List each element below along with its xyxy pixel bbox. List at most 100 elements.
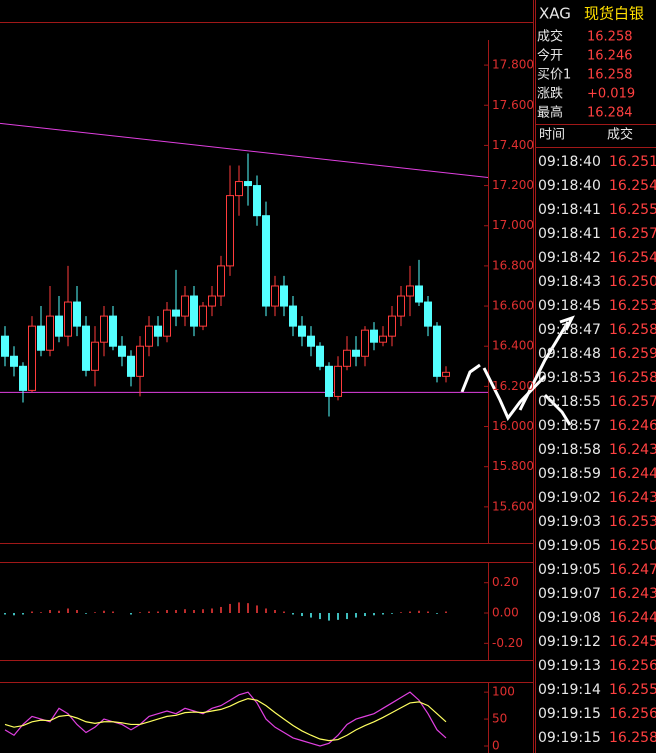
- candle-body: [343, 349, 351, 367]
- candle-body: [415, 285, 423, 303]
- quote-value: +0.019: [587, 87, 635, 102]
- quote-label: 今开: [537, 48, 563, 64]
- candle-body: [316, 345, 324, 367]
- trade-price: 16.256: [609, 658, 656, 674]
- trade-price: 16.251: [609, 154, 656, 170]
- candle-body: [370, 329, 378, 343]
- candle-body: [55, 315, 63, 337]
- trade-price: 16.259: [609, 346, 656, 362]
- y-tick-label: 0: [492, 739, 500, 753]
- trade-time: 09:19:07: [538, 586, 601, 602]
- candle-body: [64, 301, 72, 337]
- candle-body: [352, 349, 360, 357]
- quote-value: 16.246: [587, 49, 633, 64]
- trade-price: 16.258: [609, 370, 656, 386]
- y-tick-label: 50: [492, 712, 507, 726]
- trade-price: 16.243: [609, 490, 656, 506]
- trade-price: 16.250: [609, 274, 656, 290]
- candle-body: [253, 185, 261, 217]
- trade-time: 09:18:42: [538, 250, 601, 266]
- y-tick-label: 16.800: [492, 258, 534, 272]
- quote-label: 成交: [537, 29, 563, 45]
- quote-value: 16.284: [587, 106, 633, 121]
- candle-body: [433, 325, 441, 377]
- candle-body: [280, 285, 288, 307]
- trade-price: 16.243: [609, 586, 656, 602]
- trade-price: 16.253: [609, 514, 656, 530]
- arrows: [460, 315, 575, 426]
- y-tick-label: 16.200: [492, 379, 534, 393]
- trade-price: 16.250: [609, 538, 656, 554]
- candle-body: [127, 355, 135, 377]
- trade-time: 09:18:57: [538, 418, 601, 434]
- trade-time: 09:19:05: [538, 562, 601, 578]
- candle-body: [1, 335, 9, 357]
- trade-price: 16.247: [609, 562, 656, 578]
- candle-body: [37, 325, 45, 351]
- candle-body: [118, 345, 126, 357]
- trade-time: 09:18:41: [538, 226, 601, 242]
- trade-time: 09:18:43: [538, 274, 601, 290]
- candle-body: [298, 325, 306, 337]
- trade-price: 16.256: [609, 706, 656, 722]
- trade-time: 09:18:48: [538, 346, 601, 362]
- y-tick-label: 17.000: [492, 218, 534, 232]
- candle-body: [226, 195, 234, 267]
- candle-body: [154, 325, 162, 337]
- candle-body: [28, 325, 36, 391]
- trade-price: 16.255: [609, 682, 656, 698]
- y-tick-label: 0.00: [492, 606, 519, 620]
- candle-body: [262, 215, 270, 307]
- instrument-name: 现货白银: [584, 5, 644, 23]
- candle-body: [388, 315, 396, 337]
- candle-body: [46, 315, 54, 351]
- y-tick-label: 17.600: [492, 98, 534, 112]
- trade-price: 16.257: [609, 226, 656, 242]
- candle-body: [235, 181, 243, 197]
- trade-time: 09:18:55: [538, 394, 601, 410]
- candle-body: [19, 365, 27, 391]
- indicator-line: [4, 691, 447, 747]
- candle-body: [361, 329, 369, 357]
- trade-time: 09:19:02: [538, 490, 601, 506]
- trade-time: 09:18:45: [538, 298, 601, 314]
- trade-time: 09:19:15: [538, 730, 601, 746]
- reference-line: [0, 122, 489, 179]
- trade-time: 09:18:53: [538, 370, 601, 386]
- quote-value: 16.258: [587, 30, 633, 45]
- candle-body: [163, 309, 171, 337]
- candle-body: [325, 365, 333, 397]
- trade-price: 16.258: [609, 322, 656, 338]
- trade-price: 16.257: [609, 394, 656, 410]
- y-tick-label: 17.800: [492, 58, 534, 72]
- y-tick-label: 16.400: [492, 339, 534, 353]
- trade-time: 09:18:58: [538, 442, 601, 458]
- candle-body: [190, 295, 198, 327]
- quote-label: 最高: [537, 105, 563, 121]
- y-tick-label: 0.20: [492, 575, 519, 589]
- candle-body: [82, 325, 90, 371]
- candle-body: [181, 295, 189, 317]
- trade-price: 16.255: [609, 202, 656, 218]
- candle-body: [109, 315, 117, 347]
- trade-price: 16.258: [609, 730, 656, 746]
- y-tick-label: 100: [492, 685, 515, 699]
- trade-time: 09:19:08: [538, 610, 601, 626]
- trade-price: 16.243: [609, 442, 656, 458]
- candle-body: [307, 335, 315, 347]
- trade-price: 16.245: [609, 634, 656, 650]
- candle-body: [172, 309, 180, 317]
- trade-time: 09:19:03: [538, 514, 601, 530]
- candle-body: [208, 295, 216, 307]
- trade-time: 09:18:47: [538, 322, 601, 338]
- trade-time: 09:19:15: [538, 706, 601, 722]
- candle-body: [10, 355, 18, 367]
- candle-body: [145, 325, 153, 347]
- y-tick-label: 16.000: [492, 419, 534, 433]
- symbol: XAG: [539, 5, 571, 23]
- trade-time: 09:18:59: [538, 466, 601, 482]
- y-tick-label: 17.200: [492, 178, 534, 192]
- trade-time: 09:19:12: [538, 634, 601, 650]
- column-header: 时间: [539, 128, 565, 143]
